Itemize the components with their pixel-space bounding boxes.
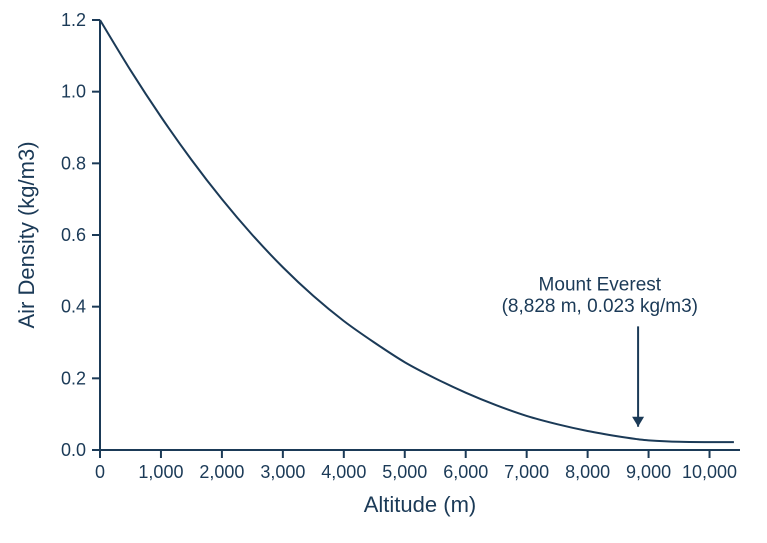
y-tick-label: 0.0 [61,440,86,460]
y-tick-label: 1.0 [61,82,86,102]
annotation-group: Mount Everest(8,828 m, 0.023 kg/m3) [502,275,698,427]
x-tick-label: 2,000 [199,462,244,482]
y-tick-label: 0.4 [61,297,86,317]
annotation-line2: (8,828 m, 0.023 kg/m3) [502,296,698,317]
y-tick-label: 1.2 [61,10,86,30]
air-density-chart: 0 1,000 2,000 3,000 4,000 5,000 6,000 7,000 8,00… [0,0,767,543]
y-axis-label: Air Density (kg/m3) [14,141,39,328]
x-tick-label: 7,000 [504,462,549,482]
x-tick-label: 4,000 [321,462,366,482]
y-tick-label: 0.2 [61,368,86,388]
annotation-arrowhead [632,417,644,427]
x-tick-label: 10,000 [682,462,737,482]
axes-group [100,20,740,450]
y-tick-label: 0.6 [61,225,86,245]
x-tick-label: 0 [95,462,105,482]
chart-svg: 0 1,000 2,000 3,000 4,000 5,000 6,000 7,000 8,00… [0,0,767,543]
annotation-line1: Mount Everest [539,275,662,296]
x-axis-label: Altitude (m) [364,492,476,517]
x-ticks-group: 0 1,000 2,000 3,000 4,000 5,000 6,000 7,000 8,00… [95,450,737,482]
y-ticks-group: 0.0 0.2 0.4 0.6 0.8 1.0 1.2 [61,10,100,460]
x-tick-label: 9,000 [626,462,671,482]
x-tick-label: 1,000 [138,462,183,482]
x-tick-label: 8,000 [565,462,610,482]
x-tick-label: 6,000 [443,462,488,482]
x-tick-label: 5,000 [382,462,427,482]
x-tick-label: 3,000 [260,462,305,482]
y-tick-label: 0.8 [61,153,86,173]
